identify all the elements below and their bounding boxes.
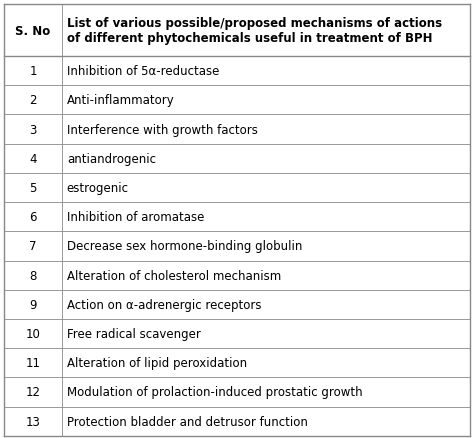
Text: Alteration of cholesterol mechanism: Alteration of cholesterol mechanism [67, 269, 281, 282]
Text: List of various possible/proposed mechanisms of actions
of different phytochemic: List of various possible/proposed mechan… [67, 17, 442, 45]
Text: S. No: S. No [15, 25, 51, 38]
Text: Decrease sex hormone-binding globulin: Decrease sex hormone-binding globulin [67, 240, 302, 253]
Text: Modulation of prolaction-induced prostatic growth: Modulation of prolaction-induced prostat… [67, 385, 363, 399]
Text: 9: 9 [29, 298, 36, 311]
Text: 2: 2 [29, 94, 36, 107]
Text: Protection bladder and detrusor function: Protection bladder and detrusor function [67, 415, 308, 428]
Text: 4: 4 [29, 152, 36, 166]
Text: 7: 7 [29, 240, 36, 253]
Text: Action on α-adrenergic receptors: Action on α-adrenergic receptors [67, 298, 261, 311]
Text: 5: 5 [29, 182, 36, 194]
Text: 12: 12 [26, 385, 40, 399]
Text: Inhibition of 5α-reductase: Inhibition of 5α-reductase [67, 65, 219, 78]
Text: 10: 10 [26, 327, 40, 340]
Text: Alteration of lipid peroxidation: Alteration of lipid peroxidation [67, 357, 247, 369]
Text: 11: 11 [26, 357, 40, 369]
Text: estrogenic: estrogenic [67, 182, 129, 194]
Text: 13: 13 [26, 415, 40, 428]
Text: Free radical scavenger: Free radical scavenger [67, 327, 201, 340]
Text: 8: 8 [29, 269, 36, 282]
Text: antiandrogenic: antiandrogenic [67, 152, 156, 166]
Text: Anti-inflammatory: Anti-inflammatory [67, 94, 174, 107]
Text: Inhibition of aromatase: Inhibition of aromatase [67, 211, 204, 224]
Text: 6: 6 [29, 211, 36, 224]
Text: 1: 1 [29, 65, 36, 78]
Text: Interference with growth factors: Interference with growth factors [67, 124, 258, 136]
Text: 3: 3 [29, 124, 36, 136]
